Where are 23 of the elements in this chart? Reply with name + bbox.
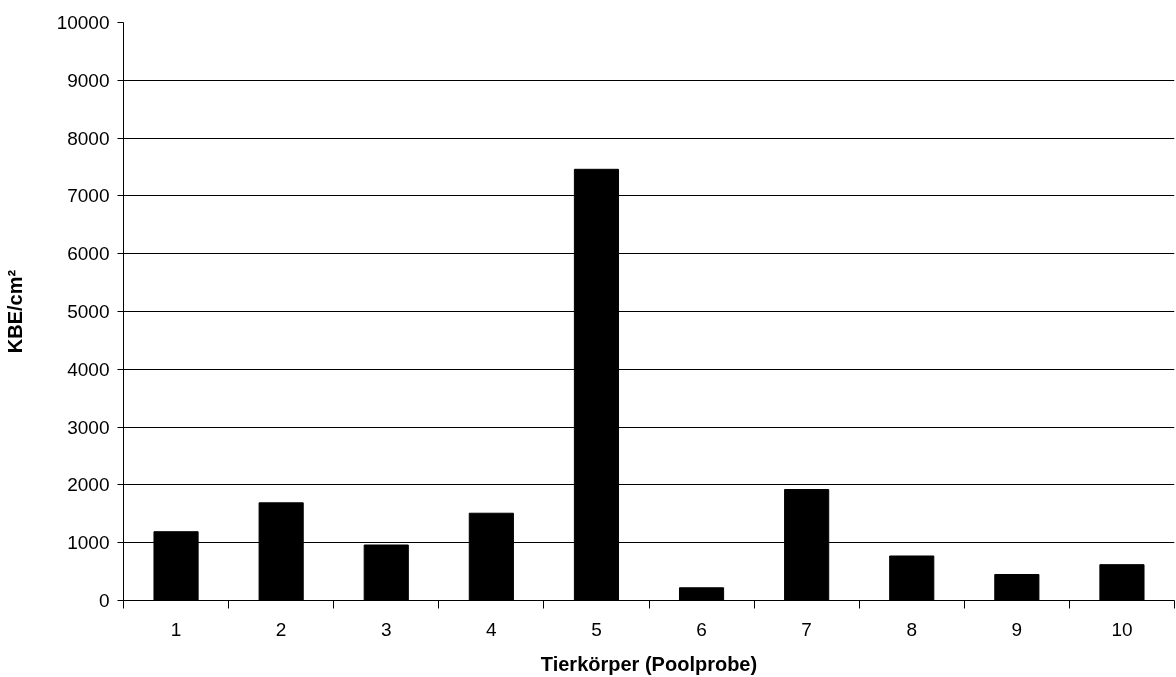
y-tick-label: 0 — [98, 590, 110, 611]
y-tick-label: 6000 — [67, 243, 110, 265]
y-tick-label: 5000 — [67, 301, 110, 322]
y-tick-label: 1000 — [67, 532, 110, 554]
x-tick-label: 4 — [486, 618, 498, 640]
y-tick-label: 8000 — [67, 127, 110, 149]
x-tick-label: 10 — [1111, 618, 1133, 640]
y-tick-label: 9000 — [67, 69, 110, 91]
y-tick-label: 2000 — [67, 474, 110, 496]
y-tick-label: 10000 — [56, 12, 110, 33]
y-tick-label: 7000 — [67, 185, 110, 207]
x-tick-label: 3 — [380, 618, 392, 640]
x-tick-label: 8 — [906, 618, 918, 640]
x-tick-label: 2 — [275, 618, 287, 640]
x-tick-label: 5 — [591, 618, 602, 640]
x-tick-label: 7 — [801, 618, 812, 640]
y-axis-title: KBE/cm² — [3, 269, 26, 354]
x-tick-label: 6 — [696, 618, 707, 640]
x-tick-label: 9 — [1011, 618, 1023, 640]
x-axis-title: Tierkörper (Poolprobe) — [540, 652, 758, 675]
y-tick-label: 3000 — [67, 416, 110, 438]
y-tick-label: 4000 — [67, 358, 110, 380]
x-tick-label: 1 — [170, 618, 182, 640]
